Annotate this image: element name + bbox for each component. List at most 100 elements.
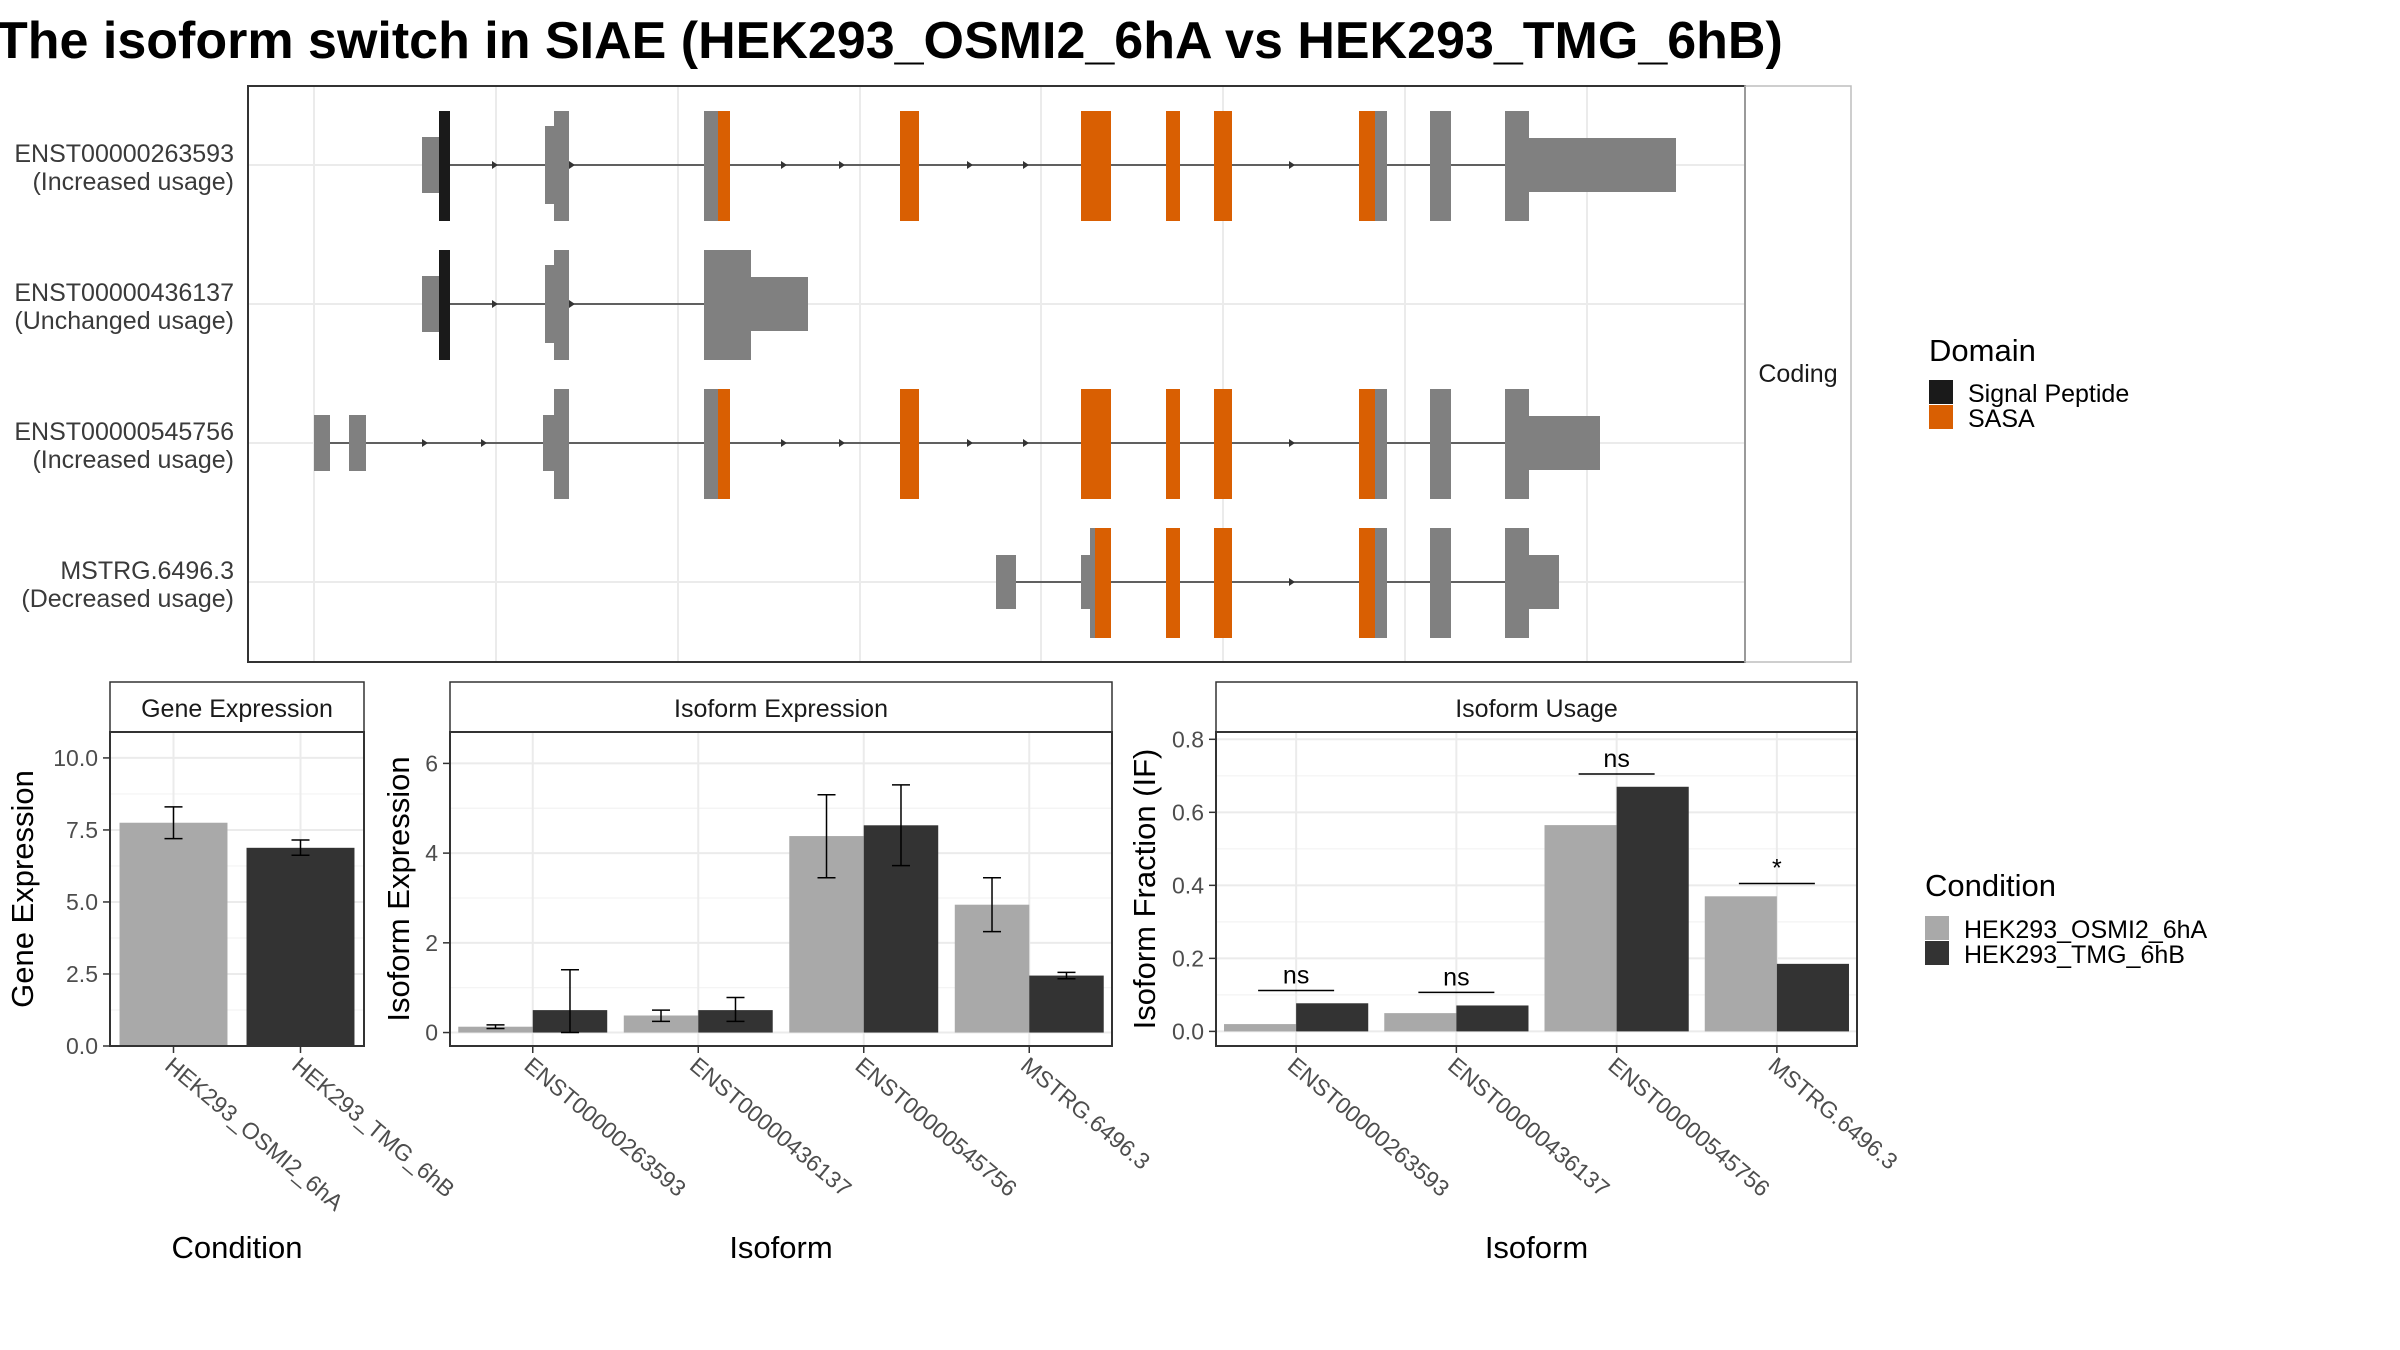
utr-exon	[1081, 555, 1090, 609]
y-tick-label: 0.0	[66, 1033, 98, 1059]
panel-title: Gene Expression	[141, 695, 333, 723]
bar	[1704, 896, 1777, 1032]
sasa-exon	[1166, 389, 1180, 499]
legend-label: Signal Peptide	[1968, 380, 2129, 408]
bar	[1224, 1024, 1297, 1032]
bar-chart-panels: Gene Expression0.02.55.07.510.0HEK293_OS…	[5, 681, 1903, 1265]
domain-legend-title: Domain	[1929, 333, 2036, 368]
bar	[119, 822, 228, 1046]
transcript-track	[422, 250, 808, 360]
panel-strip	[449, 681, 1113, 733]
utr-exon	[349, 415, 366, 471]
coding-exon	[1505, 528, 1529, 638]
y-tick-label: 0.0	[1172, 1018, 1204, 1044]
y-tick-label: 4	[425, 840, 438, 866]
panel-title: Isoform Expression	[674, 695, 888, 723]
sasa-exon	[1095, 528, 1111, 638]
y-axis-title: Isoform Fraction (IF)	[1127, 749, 1162, 1030]
coding-exon	[554, 111, 569, 221]
panel-border	[1215, 731, 1858, 1047]
bar	[246, 847, 355, 1046]
significance-label: ns	[1283, 962, 1309, 990]
y-tick-label: 7.5	[66, 817, 98, 843]
bar	[1296, 1003, 1369, 1032]
legend-swatch	[1929, 405, 1953, 429]
coding-exon	[1375, 389, 1387, 499]
bar	[1456, 1005, 1529, 1032]
utr-exon	[996, 555, 1016, 609]
sasa-exon	[1166, 528, 1180, 638]
utr-exon	[422, 137, 439, 193]
transcript-id-label: ENST00000545756	[14, 418, 234, 446]
sasa-exon	[1166, 111, 1180, 221]
strand-arrows	[1289, 578, 1295, 586]
significance-label: ns	[1443, 963, 1469, 991]
coding-exon	[704, 111, 718, 221]
coding-exon	[1375, 111, 1387, 221]
x-tick-label: ENST00000545756	[1603, 1052, 1775, 1202]
utr-exon	[545, 126, 554, 204]
utr-exon	[545, 265, 554, 343]
utr-exon	[314, 415, 330, 471]
legend-label: HEK293_TMG_6hB	[1964, 941, 2185, 969]
coding-exon	[1505, 111, 1529, 221]
x-tick-label: MSTRG.6496.3	[1016, 1052, 1155, 1175]
sasa-exon	[1359, 528, 1375, 638]
utr-exon	[1529, 138, 1676, 192]
legend-swatch	[1925, 941, 1949, 965]
y-tick-label: 6	[425, 750, 438, 776]
transcript-structure-panel: Coding ENST00000263593 (Increased usage)…	[14, 85, 1852, 663]
transcript-usage-label: (Unchanged usage)	[14, 307, 234, 335]
y-tick-label: 10.0	[53, 745, 98, 771]
coding-exon	[704, 389, 718, 499]
sasa-exon	[1359, 389, 1375, 499]
y-tick-label: 2	[425, 930, 438, 956]
sasa-exon	[1214, 111, 1232, 221]
sasa-exon	[900, 389, 919, 499]
x-tick-label: ENST00000436137	[685, 1052, 857, 1202]
y-tick-label: 0	[425, 1020, 438, 1046]
signal-peptide-exon	[439, 111, 450, 221]
legend-swatch	[1925, 916, 1949, 940]
transcript-id-label: ENST00000436137	[14, 279, 234, 307]
bar	[1776, 963, 1849, 1032]
sasa-exon	[900, 111, 919, 221]
x-axis-title: Isoform	[1485, 1230, 1588, 1265]
bar	[1029, 975, 1104, 1033]
utr-exon	[751, 277, 808, 331]
utr-exon	[422, 276, 439, 332]
strip-label: Coding	[1758, 360, 1837, 388]
transcript-labels: ENST00000263593 (Increased usage) ENST00…	[14, 140, 234, 613]
transcript-usage-label: (Increased usage)	[32, 168, 234, 196]
sasa-exon	[1081, 111, 1111, 221]
condition-legend: Condition HEK293_OSMI2_6hA HEK293_TMG_6h…	[1925, 868, 2208, 969]
sasa-exon	[1081, 389, 1111, 499]
coding-exon	[1505, 389, 1529, 499]
bar-panel: Isoform Usage ns ns ns * 0.0 0.2 0.4 0.6 0.8 ENST0…	[1127, 681, 1903, 1265]
legend-label: SASA	[1968, 405, 2035, 433]
x-tick-label: MSTRG.6496.3	[1764, 1052, 1903, 1175]
legend-label: HEK293_OSMI2_6hA	[1964, 916, 2208, 944]
sasa-exon	[1214, 389, 1232, 499]
significance-label: *	[1772, 855, 1782, 883]
panel-border	[449, 731, 1113, 1047]
coding-exon	[554, 250, 569, 360]
y-tick-label: 0.6	[1172, 799, 1204, 825]
coding-exon	[1430, 389, 1451, 499]
coding-exon	[704, 250, 751, 360]
transcript-track	[314, 389, 1600, 499]
utr-exon	[1529, 416, 1600, 470]
coding-exon	[1430, 111, 1451, 221]
bar	[623, 1015, 699, 1033]
figure-title: The isoform switch in SIAE (HEK293_OSMI2…	[0, 12, 1783, 70]
significance-label: ns	[1603, 745, 1629, 773]
transcript-usage-label: (Decreased usage)	[21, 585, 234, 613]
utr-exon	[543, 415, 554, 471]
x-tick-label: ENST00000545756	[851, 1052, 1023, 1202]
y-tick-label: 2.5	[66, 961, 98, 987]
sasa-exon	[718, 111, 730, 221]
y-tick-label: 5.0	[66, 889, 98, 915]
bar	[1544, 825, 1617, 1032]
x-axis-title: Condition	[172, 1230, 303, 1265]
